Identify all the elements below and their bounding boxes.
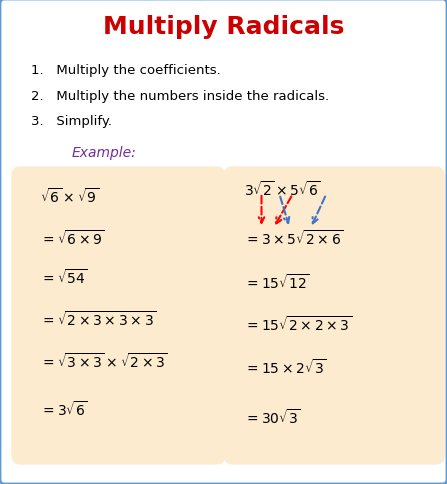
- Text: Example:: Example:: [72, 146, 136, 159]
- Text: $=3\times5\sqrt{2\times6}$: $=3\times5\sqrt{2\times6}$: [244, 229, 343, 247]
- Text: 1.   Multiply the coefficients.: 1. Multiply the coefficients.: [31, 64, 221, 76]
- Text: $=30\sqrt{3}$: $=30\sqrt{3}$: [244, 407, 300, 425]
- Text: $=3\sqrt{6}$: $=3\sqrt{6}$: [40, 400, 88, 418]
- FancyBboxPatch shape: [11, 167, 226, 465]
- Text: Multiply Radicals: Multiply Radicals: [103, 15, 344, 39]
- Text: $=15\sqrt{12}$: $=15\sqrt{12}$: [244, 272, 309, 291]
- Text: 3.   Simplify.: 3. Simplify.: [31, 115, 112, 127]
- Text: $=\sqrt{6\times9}$: $=\sqrt{6\times9}$: [40, 229, 105, 247]
- Text: $=15\sqrt{2\times2\times3}$: $=15\sqrt{2\times2\times3}$: [244, 315, 352, 333]
- FancyBboxPatch shape: [224, 167, 445, 465]
- Text: $=\sqrt{54}$: $=\sqrt{54}$: [40, 268, 88, 287]
- Text: $3\sqrt{2}\times5\sqrt{6}$: $3\sqrt{2}\times5\sqrt{6}$: [244, 180, 320, 198]
- Text: $=15\times2\sqrt{3}$: $=15\times2\sqrt{3}$: [244, 358, 326, 376]
- Text: $=\sqrt{2\times3\times3\times3}$: $=\sqrt{2\times3\times3\times3}$: [40, 309, 157, 328]
- Text: $=\sqrt{3\times3}\times\sqrt{2\times3}$: $=\sqrt{3\times3}\times\sqrt{2\times3}$: [40, 351, 168, 370]
- Text: 2.   Multiply the numbers inside the radicals.: 2. Multiply the numbers inside the radic…: [31, 91, 329, 103]
- Text: $\sqrt{6}\times\sqrt{9}$: $\sqrt{6}\times\sqrt{9}$: [40, 187, 99, 205]
